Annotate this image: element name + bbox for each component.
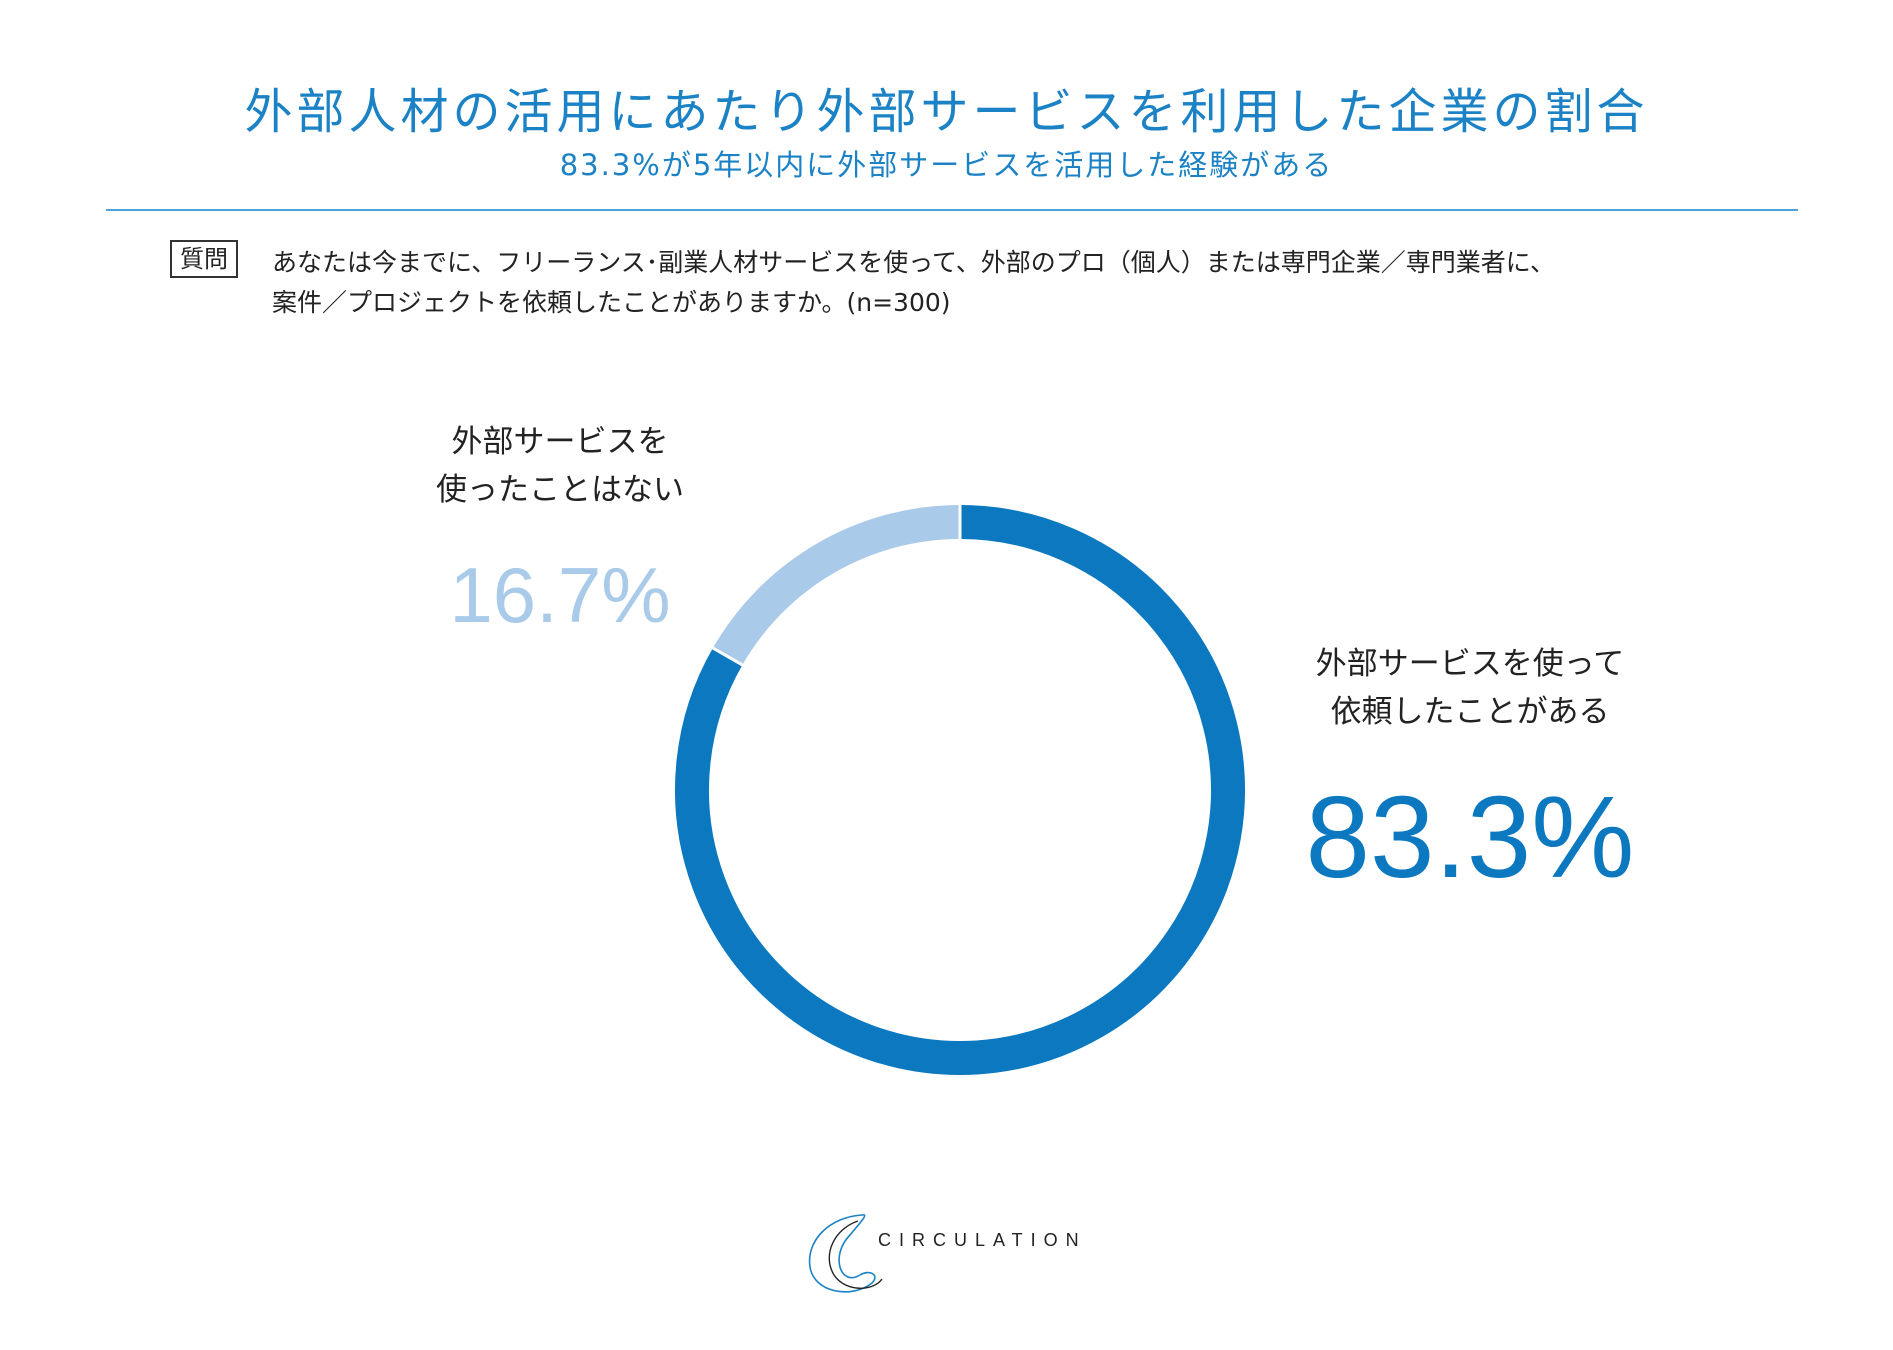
donut-chart (675, 504, 1245, 1075)
label-used: 外部サービスを使って 依頼したことがある (1290, 640, 1650, 736)
donut-slice-not-used (712, 505, 961, 666)
logo-text: CIRCULATION (878, 1230, 1087, 1250)
donut-slice-separator (711, 646, 744, 667)
percent-not-used: 16.7% (449, 551, 671, 639)
question-line-1: あなたは今までに、フリーランス･副業人材サービスを使って、外部のプロ（個人）また… (272, 248, 1556, 277)
question-line-2: 案件／プロジェクトを依頼したことがありますか。(n=300) (272, 288, 951, 317)
label-used-line-2: 依頼したことがある (1330, 694, 1610, 730)
label-not-used-line-1: 外部サービスを (451, 424, 669, 460)
page-title: 外部人材の活用にあたり外部サービスを利用した企業の割合 (244, 84, 1649, 140)
label-not-used: 外部サービスを 使ったことはない (400, 418, 720, 514)
page-subtitle: 83.3%が5年以内に外部サービスを活用した経験がある (559, 148, 1334, 182)
question-badge: 質問 (170, 240, 238, 278)
label-used-line-1: 外部サービスを使って (1315, 646, 1625, 682)
divider (106, 209, 1798, 211)
question-text: あなたは今までに、フリーランス･副業人材サービスを使って、外部のプロ（個人）また… (272, 243, 1712, 323)
label-not-used-line-2: 使ったことはない (436, 472, 684, 508)
circulation-logo-mark (808, 1214, 883, 1293)
percent-used: 83.3% (1305, 772, 1635, 902)
donut-slice-used (675, 505, 1245, 1075)
